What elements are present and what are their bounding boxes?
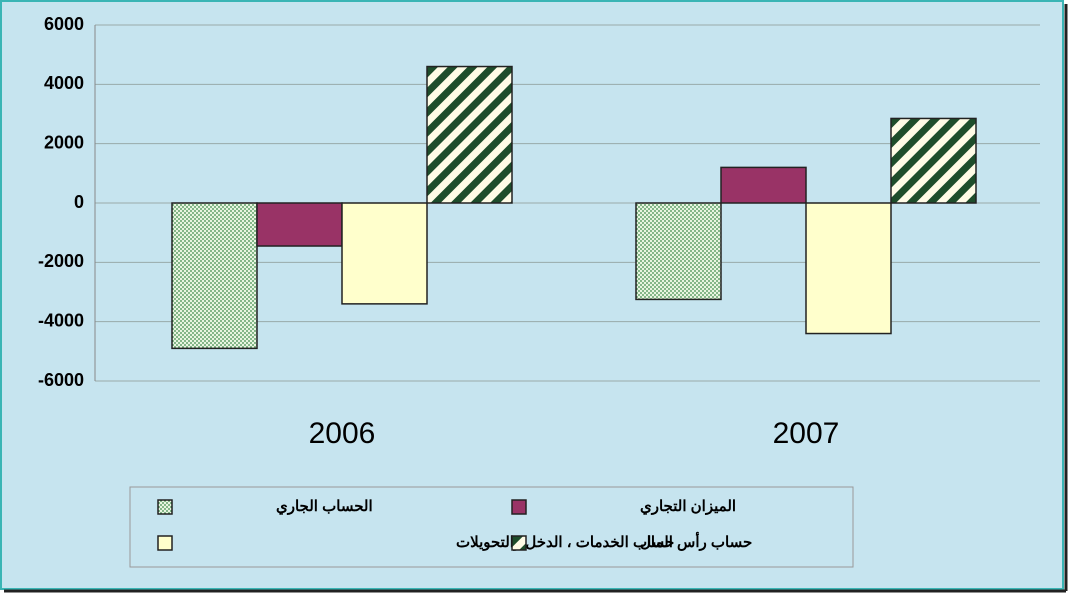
y-tick-label: 0 <box>74 192 84 212</box>
legend-label: الحساب الجاري <box>276 498 373 516</box>
bar <box>720 166 807 204</box>
y-tick-label: -4000 <box>38 310 84 330</box>
legend-swatch <box>511 535 527 551</box>
bar <box>635 202 722 301</box>
legend-label: الميزان التجاري <box>640 498 736 516</box>
legend-box <box>129 486 854 568</box>
legend-swatch <box>511 499 527 515</box>
legend-label: حساب الخدمات ، الدخل والتحويلات <box>456 534 674 551</box>
bar <box>426 65 513 204</box>
bar <box>256 202 343 247</box>
legend-label: حساب رأس المال <box>640 531 752 551</box>
x-tick-label: 2006 <box>309 417 376 450</box>
legend-swatch <box>157 535 173 551</box>
bar <box>171 202 258 350</box>
y-tick-label: -6000 <box>38 370 84 390</box>
bar <box>341 202 428 305</box>
y-tick-label: -2000 <box>38 251 84 271</box>
x-tick-label: 2007 <box>773 417 840 450</box>
y-tick-label: 4000 <box>44 73 84 93</box>
y-tick-label: 6000 <box>44 14 84 34</box>
legend-swatch <box>157 499 173 515</box>
bar <box>805 202 892 335</box>
y-tick-label: 2000 <box>44 132 84 152</box>
bar <box>890 117 977 204</box>
